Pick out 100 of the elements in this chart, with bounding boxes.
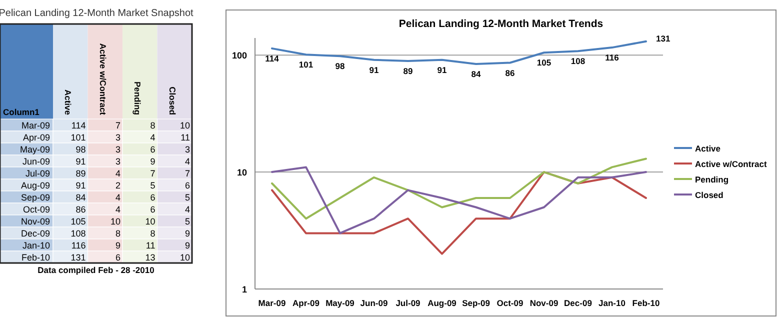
- legend-label: Pending: [695, 174, 729, 184]
- y-tick-label: Dec-09: [20, 228, 50, 238]
- x-tick-label: Jul-09: [396, 298, 421, 308]
- x-tick-label: Nov-09: [530, 298, 558, 308]
- data-label: 5: [184, 192, 190, 202]
- data-label: 4: [184, 204, 190, 214]
- x-tick-label: Feb-10: [632, 298, 660, 308]
- x-tick-label: Dec-09: [564, 298, 592, 308]
- data-label: 4: [184, 156, 190, 166]
- x-tick-label: Apr-09: [292, 298, 320, 308]
- x-tick-label: Aug-09: [428, 298, 457, 308]
- data-label: 116: [71, 240, 86, 250]
- data-label: 3: [115, 132, 120, 142]
- data-label: 98: [76, 144, 86, 154]
- data-label: 114: [71, 120, 86, 130]
- data-label: 6: [184, 180, 190, 190]
- data-label: 4: [115, 204, 120, 214]
- y-tick-label: Oct-09: [22, 204, 50, 214]
- data-label: 91: [76, 156, 86, 166]
- x-tick-label: Active w/Contract: [98, 43, 108, 116]
- x-tick-label: Sep-09: [462, 298, 490, 308]
- data-label: 108: [70, 228, 86, 238]
- x-tick-label: Oct-09: [496, 298, 524, 308]
- x-tick-label: May-09: [326, 298, 355, 308]
- data-label: 10: [180, 252, 190, 262]
- data-label: 84: [471, 68, 481, 79]
- data-label: 11: [146, 240, 156, 250]
- data-label: 13: [145, 252, 156, 262]
- y-tick-label: 10: [236, 168, 247, 178]
- data-label: 8: [150, 228, 156, 238]
- data-label: 91: [76, 180, 86, 190]
- y-tick-label: Jul-09: [25, 168, 50, 178]
- data-label: 4: [150, 132, 156, 142]
- data-label: 11: [180, 132, 190, 142]
- line-series: [271, 166, 647, 234]
- data-label: 7: [184, 168, 190, 178]
- data-label: 105: [536, 58, 552, 68]
- data-label: 86: [76, 204, 86, 214]
- data-label: 4: [115, 192, 120, 202]
- data-label: 3: [115, 156, 120, 166]
- x-tick-label: Closed: [167, 86, 178, 115]
- text: Data compiled Feb - 28 -2010: [38, 265, 155, 275]
- data-label: 9: [150, 156, 156, 166]
- x-tick-label: Mar-09: [258, 298, 286, 308]
- data-label: 9: [184, 240, 190, 250]
- y-tick-label: Nov-09: [20, 216, 50, 226]
- data-label: 3: [115, 144, 120, 154]
- y-tick-label: Aug-09: [20, 180, 50, 190]
- data-label: 131: [70, 252, 86, 262]
- legend-label: Closed: [695, 190, 724, 200]
- data-label: 7: [115, 120, 120, 130]
- data-label: 105: [70, 216, 86, 226]
- line-series: [271, 171, 647, 255]
- text: Column1: [3, 107, 40, 117]
- x-tick-label: Jun-09: [360, 298, 388, 308]
- data-label: 116: [605, 52, 620, 63]
- data-label: 9: [184, 228, 190, 238]
- data-label: 4: [115, 168, 120, 178]
- x-tick-label: Pending: [132, 81, 142, 115]
- data-label: 9: [115, 240, 120, 250]
- data-label: 101: [298, 60, 314, 70]
- data-label: 10: [110, 216, 120, 226]
- data-label: 91: [437, 64, 447, 75]
- x-tick-label: Active: [63, 89, 73, 116]
- data-label: 8: [150, 120, 156, 130]
- y-tick-label: Jan-10: [22, 240, 50, 250]
- y-tick-label: May-09: [20, 144, 50, 154]
- legend-label: Active w/Contract: [695, 159, 767, 169]
- chart-title: Pelican Landing 12-Month Market Trends: [398, 18, 604, 30]
- data-label: 89: [76, 168, 86, 178]
- data-label: 114: [265, 53, 280, 64]
- y-tick-label: Apr-09: [22, 132, 50, 142]
- data-label: 101: [70, 132, 86, 142]
- data-label: 6: [150, 192, 156, 202]
- data-label: 89: [403, 66, 413, 76]
- line-series: [271, 158, 647, 220]
- data-label: 6: [115, 252, 120, 262]
- data-label: 5: [150, 180, 156, 190]
- y-tick-label: 1: [242, 284, 247, 294]
- data-label: 6: [150, 144, 156, 154]
- data-label: 8: [115, 228, 120, 238]
- data-label: 108: [570, 56, 586, 66]
- data-label: 131: [656, 33, 670, 44]
- data-label: 5: [184, 216, 190, 226]
- y-tick-label: 100: [232, 50, 247, 61]
- data-label: 98: [335, 61, 345, 72]
- y-tick-label: Mar-09: [21, 120, 50, 130]
- data-label: 6: [150, 204, 156, 214]
- y-tick-label: Jun-09: [22, 156, 50, 166]
- data-label: 10: [180, 120, 190, 130]
- data-label: 91: [369, 64, 379, 75]
- data-label: 10: [145, 216, 156, 226]
- x-tick-label: Jan-10: [598, 298, 626, 308]
- data-label: 3: [184, 144, 190, 154]
- data-label: 7: [150, 168, 156, 178]
- data-label: 2: [115, 180, 120, 190]
- y-tick-label: Feb-10: [21, 252, 50, 262]
- legend-label: Active: [695, 144, 721, 154]
- data-label: 86: [505, 68, 515, 78]
- data-label: 84: [76, 192, 86, 202]
